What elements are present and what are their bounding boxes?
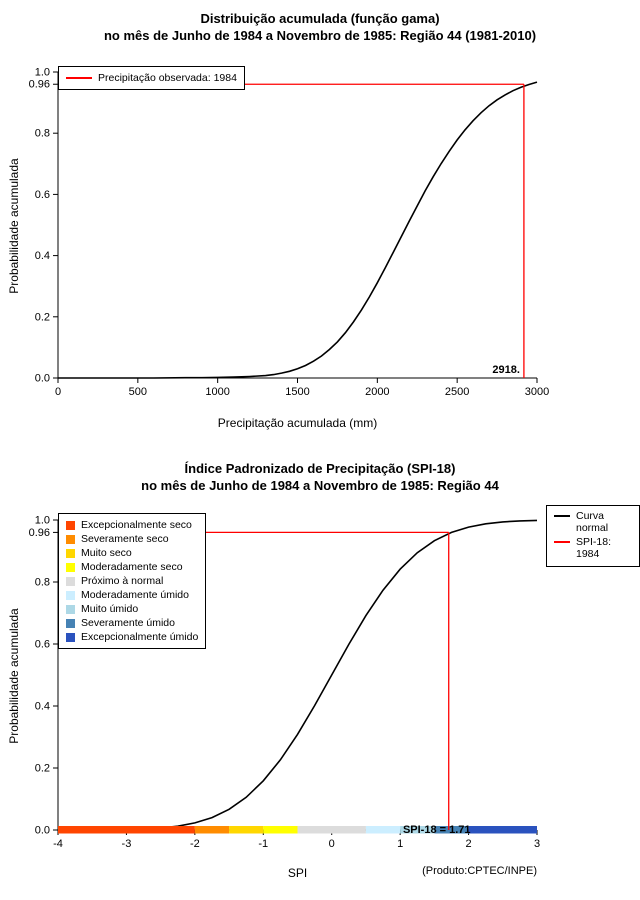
category-label: Muito seco [81,547,132,559]
y-tick-label: 1.0 [35,515,50,527]
legend-item-category: Muito seco [66,546,198,560]
chart1-y-axis-label: Probabilidade acumulada [7,158,21,294]
legend-item-category: Muito úmido [66,602,198,616]
y-tick-label: 0.4 [35,701,50,713]
spi-category-legend: Excepcionalmente seco Severamente seco M… [58,513,207,649]
x-tick-label: 3000 [525,386,549,398]
legend-item-category: Próximo à normal [66,574,198,588]
category-swatch-icon [66,590,75,600]
spi-colorbar-segment [194,826,230,834]
legend-item-spi-1984: SPI-18: 1984 [554,536,632,560]
x-tick-label: 1000 [205,386,229,398]
y-tick-label: 0.6 [35,189,50,201]
spi-colorbar-segment [263,826,298,834]
chart2-subtitle: no mês de Junho de 1984 a Novembro de 19… [141,478,499,493]
category-swatch-icon [66,618,75,628]
gamma-cdf-chart: 0.0 0.2 0.4 0.6 0.8 0.96 1.0 0 500 1000 1500 2000 25… [7,11,550,430]
x-tick-label: 2000 [365,386,389,398]
category-swatch-icon [66,534,75,544]
y-tick-label: 0.8 [35,128,50,140]
x-tick-label: 2500 [445,386,469,398]
y-tick-label: 1.0 [35,67,50,79]
legend-item-label: SPI-18: 1984 [576,536,612,560]
legend-item-category: Severamente úmido [66,616,198,630]
category-label: Severamente úmido [81,617,175,629]
legend-item-label: Curva normal [576,510,609,534]
cdf-curve [58,81,538,379]
chart1-subtitle: no mês de Junho de 1984 a Novembro de 19… [103,28,537,43]
y-tick-label: 0.4 [35,250,50,262]
legend-item-category: Moderadamente úmido [66,588,198,602]
x-tick-label: 500 [129,386,147,398]
x-tick-label: 0 [55,386,61,398]
legend-item-observed-precipitation: Precipitação observada: 1984 [66,71,237,85]
spi-colorbar-segment [229,826,264,834]
red-line-sample-icon [554,541,570,543]
category-swatch-icon [66,562,75,572]
black-line-sample-icon [554,515,570,517]
category-swatch-icon [66,604,75,614]
x-tick-label: -4 [53,838,63,850]
x-tick-label: 3 [534,838,540,850]
chart2-x-axis-label: SPI [287,866,308,880]
chart2-y-axis-label: Probabilidade acumulada [7,608,21,744]
category-label: Excepcionalmente úmido [81,631,199,643]
red-line-sample-icon [66,77,92,79]
chart1-x-axis-label: Precipitação acumulada (mm) [217,416,378,430]
category-swatch-icon [66,520,75,530]
x-tick-label: 1500 [285,386,309,398]
legend-item-label: Precipitação observada: 1984 [98,72,237,84]
legend-item-category: Excepcionalmente úmido [66,630,198,644]
category-label: Próximo à normal [81,575,164,587]
category-label: Moderadamente úmido [81,589,189,601]
chart1-legend: Precipitação observada: 1984 [58,66,245,90]
x-tick-label: -3 [122,838,132,850]
x-tick-label: -2 [190,838,200,850]
category-label: Excepcionalmente seco [81,519,192,531]
x-tick-label: -1 [258,838,268,850]
spi18-chart: 0.0 0.2 0.4 0.6 0.8 0.96 1.0 -4 -3 -2 -1 0 1 2 3 SPI-18… [0,450,640,900]
legend-item-category: Moderadamente seco [66,560,198,574]
source-note: (Produto:CPTEC/INPE) [422,865,537,877]
legend-item-category: Excepcionalmente seco [66,518,198,532]
spi-colorbar-segment [297,826,366,834]
category-swatch-icon [66,576,75,586]
y-tick-label: 0.6 [35,639,50,651]
marker-label: 2918. [492,364,520,376]
legend-item-normal-curve: Curva normal [554,510,632,534]
y-tick-label: 0.0 [35,373,50,385]
y-tick-label: 0.2 [35,311,50,323]
y-tick-label: 0.2 [35,763,50,775]
y-tick-label: 0.0 [35,825,50,837]
x-tick-label: 1 [397,838,403,850]
x-tick-label: 0 [329,838,335,850]
category-swatch-icon [66,632,75,642]
category-label: Moderadamente seco [81,561,183,573]
y-tick-label: 0.96 [29,527,50,539]
spi-colorbar-segment [58,826,195,834]
spi-colorbar-segment [434,826,469,834]
gamma-cdf-plot: 0.0 0.2 0.4 0.6 0.8 0.961.0 0 500 1000 1500 2000 25… [29,67,550,399]
chart1-title: Distribuição acumulada (função gama) [200,11,440,26]
spi-colorbar-segment [365,826,401,834]
y-tick-label: 0.8 [35,577,50,589]
spi-colorbar-segment [468,826,537,834]
category-swatch-icon [66,548,75,558]
chart2-title: Índice Padronizado de Precipitação (SPI-… [184,461,456,476]
marker-label: SPI-18 = 1.71 [403,824,471,836]
spi-colorbar-segment [400,826,435,834]
x-tick-label: 2 [466,838,472,850]
category-label: Severamente seco [81,533,169,545]
spi18-plot: 0.0 0.2 0.4 0.6 0.8 0.961.0 -4 -3 -2 -1 0 1 2 3 SPI-18… [29,515,540,851]
y-tick-label: 0.96 [29,79,50,91]
category-label: Muito úmido [81,603,139,615]
legend-item-category: Severamente seco [66,532,198,546]
spi-curve-legend: Curva normal SPI-18: 1984 [546,505,640,567]
